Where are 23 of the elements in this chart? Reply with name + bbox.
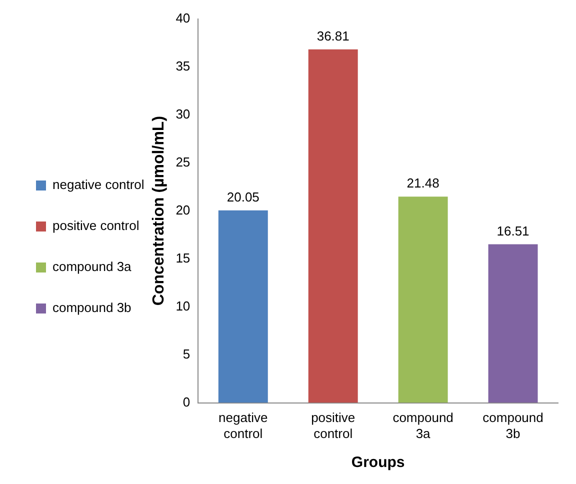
x-tick-label: compound 3b xyxy=(482,410,544,441)
y-axis-title: Concentration (µmol/mL) xyxy=(150,116,168,306)
data-label: 20.05 xyxy=(226,189,260,204)
y-tick-label: 30 xyxy=(176,106,190,122)
x-tick-label: positive control xyxy=(311,410,356,441)
y-tick-label: 5 xyxy=(182,346,190,362)
x-axis-title: Groups xyxy=(351,454,405,472)
legend-label: positive control xyxy=(52,218,140,234)
y-tick-label: 10 xyxy=(176,298,190,314)
data-label: 36.81 xyxy=(316,28,350,44)
y-tick-label: 0 xyxy=(182,394,190,410)
x-tick-label: compound 3a xyxy=(392,410,454,441)
legend-label: compound 3b xyxy=(52,300,132,316)
y-tick-label: 40 xyxy=(176,10,190,26)
data-label: 21.48 xyxy=(406,176,440,191)
y-tick-label: 15 xyxy=(176,250,190,266)
data-label: 16.51 xyxy=(496,223,530,238)
x-tick-label: negative control xyxy=(218,410,268,441)
y-tick-label: 25 xyxy=(176,154,190,170)
y-tick-label: 35 xyxy=(176,58,190,74)
legend-label: negative control xyxy=(52,177,144,192)
legend-label: compound 3a xyxy=(52,259,132,274)
y-tick-label: 20 xyxy=(176,202,190,218)
